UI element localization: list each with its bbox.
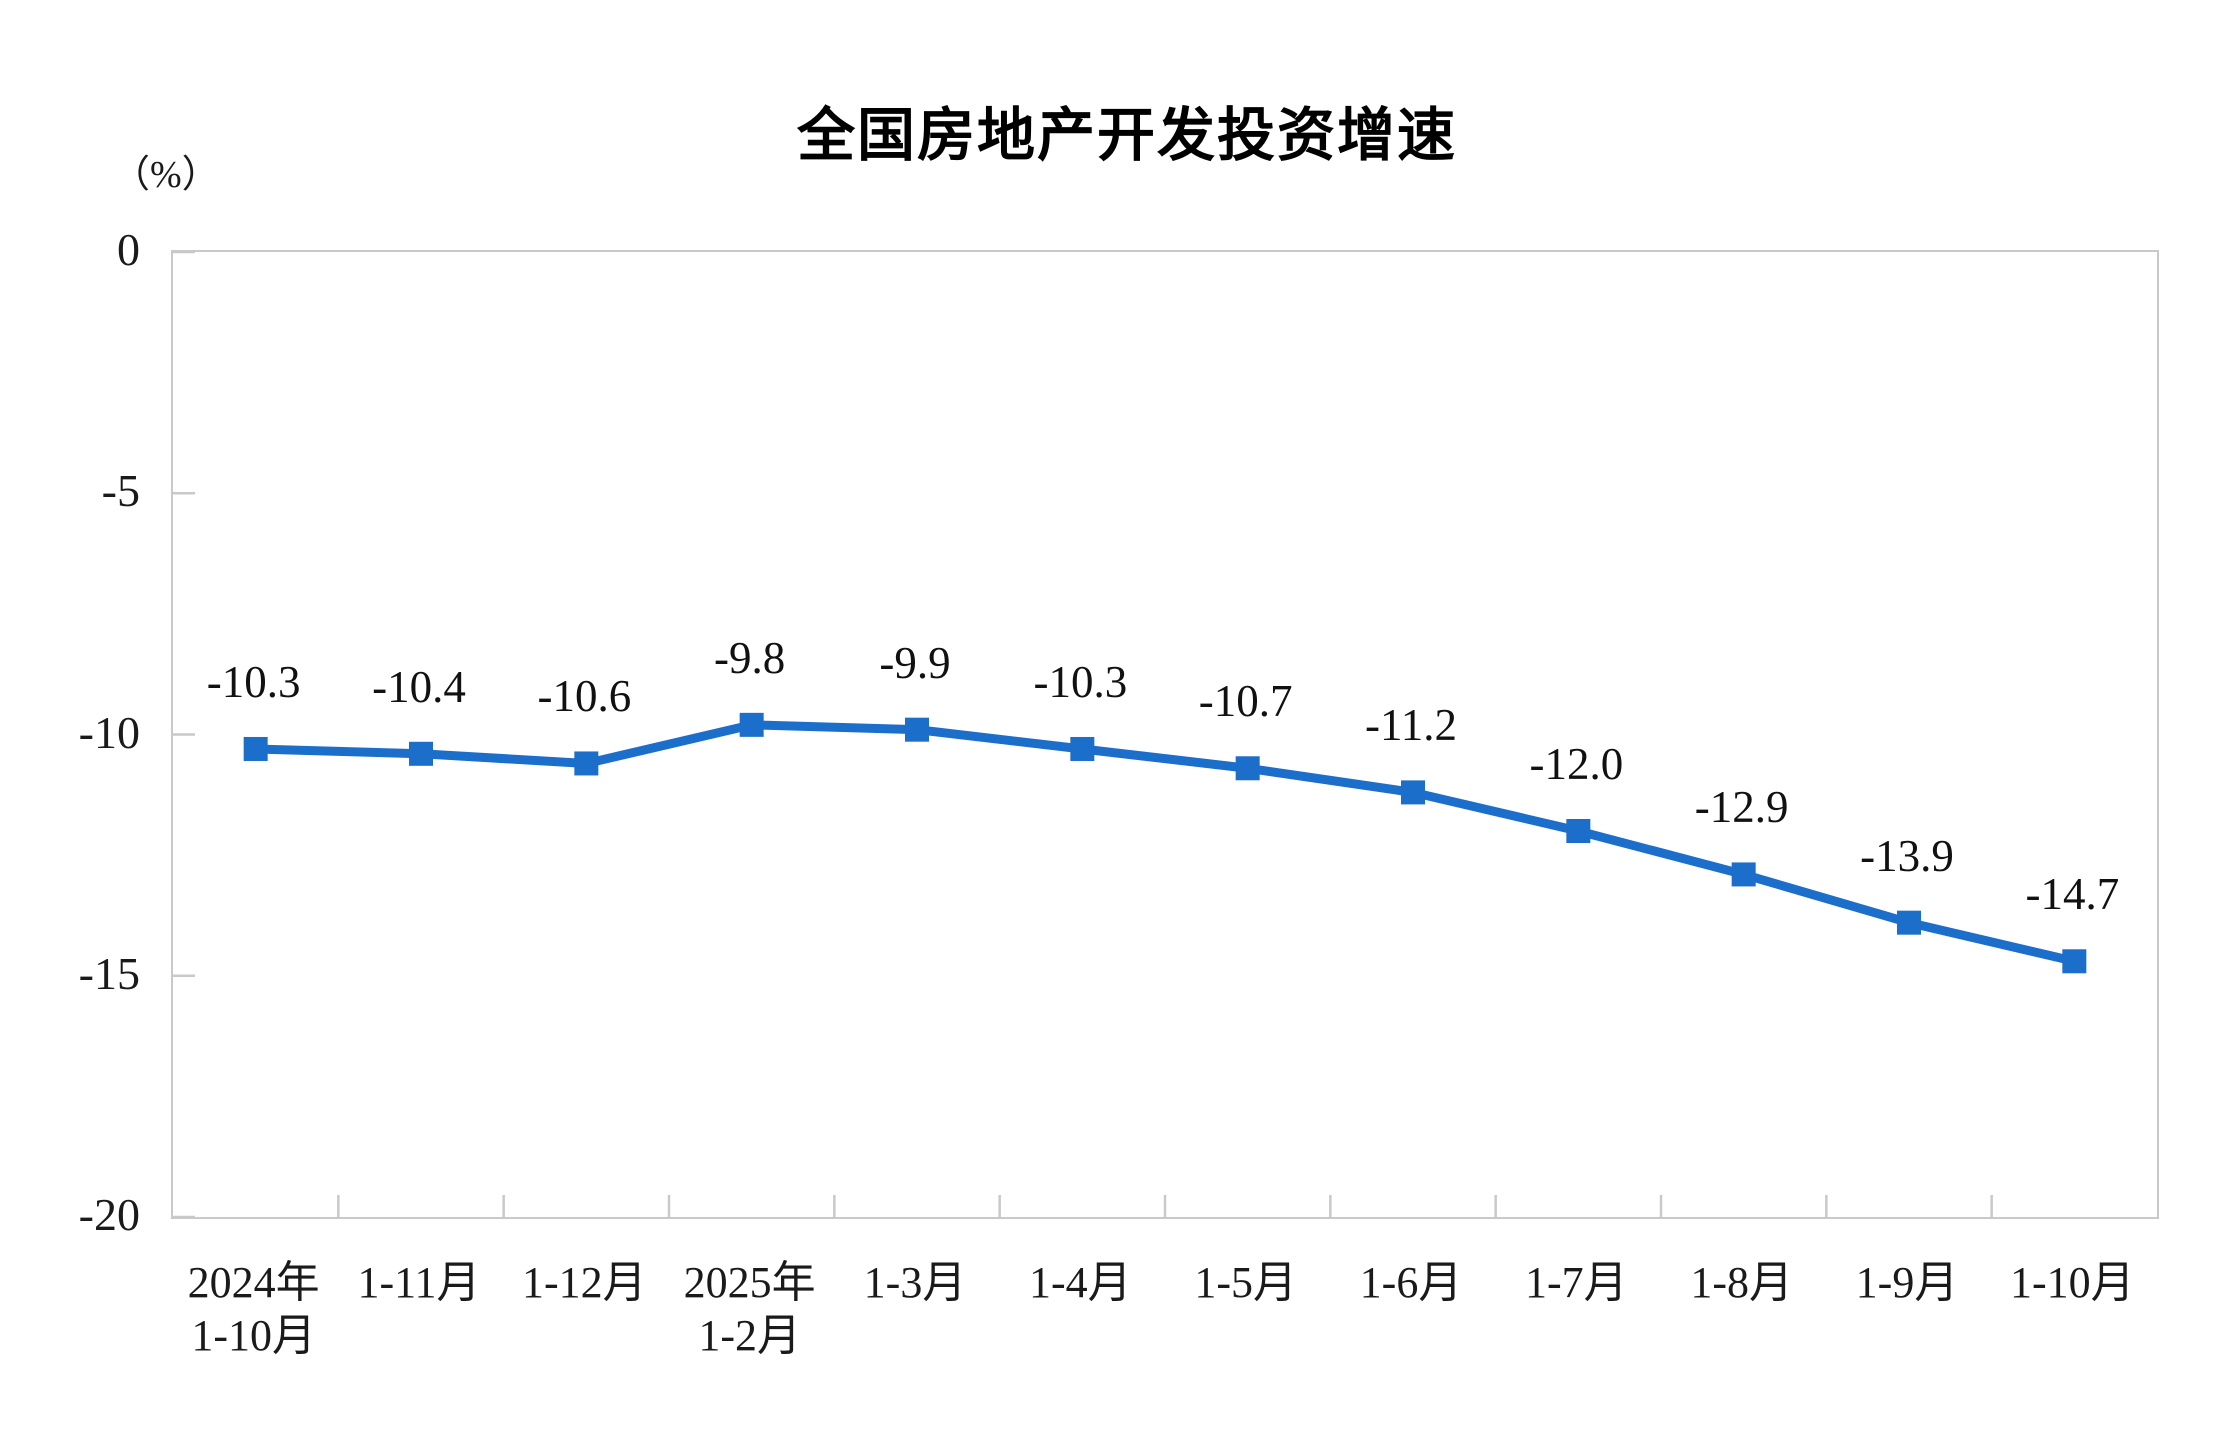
data-point-marker — [1235, 756, 1260, 781]
data-point-label: -14.7 — [2025, 869, 2120, 920]
data-point-marker — [1401, 780, 1425, 805]
plot-area — [171, 250, 2159, 1219]
data-point-label: -11.2 — [1364, 700, 1458, 751]
data-point-label: -12.9 — [1694, 782, 1789, 833]
data-point-marker — [1731, 862, 1756, 887]
data-point-label: -10.4 — [372, 661, 466, 712]
data-point-marker — [1897, 910, 1921, 935]
y-axis-tick-label: -20 — [78, 1189, 140, 1240]
data-point-label: -10.3 — [206, 656, 301, 707]
x-axis-tick-label: 1-4月 — [1029, 1258, 1132, 1307]
x-axis-tick-label: 1-11月 — [357, 1258, 481, 1307]
data-point-marker — [739, 712, 764, 737]
data-point-marker — [1566, 819, 1591, 843]
data-point-label: -10.6 — [537, 671, 632, 722]
data-point-label: -10.7 — [1198, 676, 1293, 727]
x-axis-tick-label: 1-6月 — [1359, 1258, 1463, 1307]
x-axis-tick-label: 1-8月 — [1690, 1258, 1793, 1307]
data-point-marker — [2062, 949, 2087, 974]
data-point-marker — [1070, 736, 1095, 761]
data-point-label: -13.9 — [1860, 830, 1954, 881]
x-axis-tick-label: 1-9月 — [1855, 1258, 1959, 1307]
y-axis-unit-label: （%） — [112, 154, 220, 196]
trend-line — [255, 720, 2076, 966]
chart-title: 全国房地产开发投资增速 — [796, 103, 1458, 168]
data-point-marker — [243, 736, 268, 761]
x-axis-tick-label: 1-7月 — [1525, 1258, 1628, 1307]
x-axis-tick-label: 2025年 1-2月 — [683, 1258, 816, 1360]
data-point-label: -12.0 — [1529, 739, 1624, 789]
y-axis-tick-label: -5 — [101, 465, 140, 517]
x-axis-tick-label: 2024年 1-10月 — [187, 1258, 320, 1360]
x-axis-tick-label: 1-5月 — [1194, 1258, 1297, 1307]
x-axis-tick-label: 1-3月 — [863, 1258, 967, 1307]
data-point-label: -9.9 — [879, 637, 951, 688]
data-point-label: -9.8 — [714, 632, 786, 683]
x-axis-tick-label: 1-10月 — [2010, 1258, 2135, 1307]
data-point-marker — [905, 717, 929, 742]
line-chart-canvas — [173, 250, 2087, 1219]
x-axis-tick-label: 1-12月 — [522, 1258, 647, 1307]
y-axis-tick-label: -10 — [78, 706, 140, 758]
y-axis-tick-label: -15 — [78, 947, 140, 999]
data-point-label: -10.3 — [1033, 656, 1128, 707]
data-point-marker — [574, 751, 599, 776]
data-point-marker — [409, 741, 433, 766]
y-axis-tick-label: 0 — [117, 224, 140, 275]
